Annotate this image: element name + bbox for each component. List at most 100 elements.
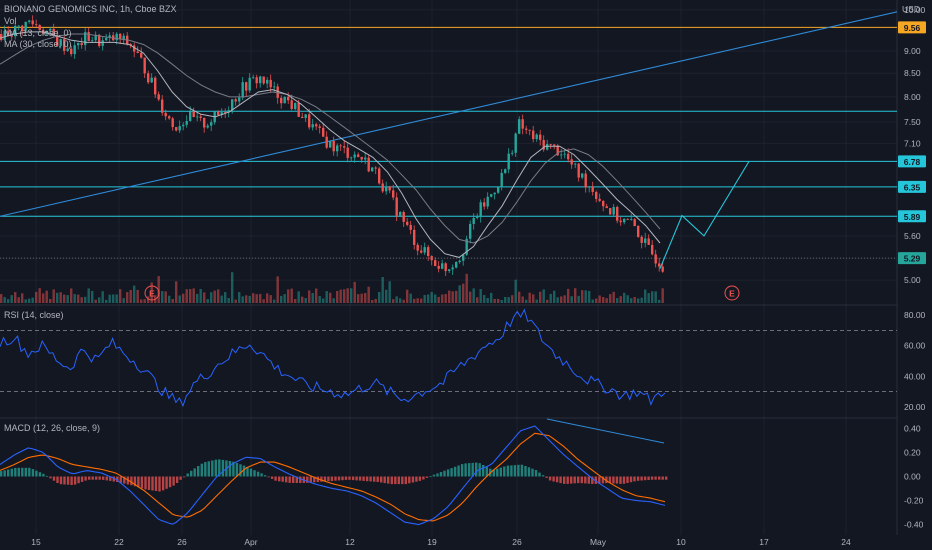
- candle-body: [273, 86, 276, 88]
- histogram-bar: [256, 471, 260, 477]
- trend-line[interactable]: [0, 11, 898, 217]
- candle-body: [87, 32, 90, 41]
- earnings-marker[interactable]: E: [724, 285, 740, 301]
- volume-bar: [164, 291, 167, 303]
- volume-bar: [161, 291, 164, 303]
- histogram-bar: [496, 468, 499, 477]
- candle-body: [633, 219, 636, 226]
- histogram-bar: [591, 476, 594, 484]
- histogram-bar: [77, 476, 80, 484]
- histogram-bar: [147, 476, 151, 490]
- candle-body: [105, 37, 108, 41]
- projection-path[interactable]: [659, 161, 750, 269]
- rsi-pane[interactable]: [0, 308, 897, 408]
- price-pane[interactable]: E E: [0, 11, 898, 303]
- candle-body: [227, 110, 230, 113]
- volume-bar: [462, 283, 465, 303]
- histogram-bar: [394, 476, 397, 485]
- price-axis-label: 7.10: [904, 138, 921, 148]
- histogram-bar: [629, 476, 633, 483]
- histogram-bar: [626, 476, 629, 483]
- volume-bar: [119, 289, 122, 303]
- candle-body: [161, 99, 164, 113]
- volume-bar: [378, 292, 381, 303]
- symbol-title: BIONANO GENOMICS INC, 1h, Cboe BZX: [4, 4, 177, 14]
- time-axis[interactable]: 15 22 26 Apr 12 19 26 May 10 17 24: [31, 537, 851, 547]
- histogram-bar: [619, 476, 622, 484]
- candle-body: [640, 236, 643, 243]
- time-axis-label: Apr: [244, 537, 257, 547]
- volume-bar: [416, 298, 419, 303]
- candle-body: [210, 122, 213, 126]
- candle-body: [318, 126, 321, 128]
- volume-bar: [640, 297, 643, 303]
- histogram-bar: [650, 476, 654, 480]
- histogram-bar: [647, 476, 650, 480]
- volume-bar: [227, 298, 230, 303]
- candle-body: [385, 186, 388, 192]
- candles: [0, 15, 664, 276]
- candle-body: [56, 35, 59, 46]
- candle-body: [276, 86, 279, 98]
- candle-body: [654, 254, 657, 264]
- volume-bar: [38, 288, 41, 303]
- candle-body: [136, 51, 139, 53]
- histogram-bar: [186, 473, 189, 477]
- candle-body: [584, 173, 587, 188]
- candle-body: [196, 116, 199, 118]
- candle-body: [500, 172, 503, 188]
- candle-body: [518, 119, 521, 134]
- earnings-marker[interactable]: E: [144, 285, 160, 301]
- histogram-bar: [292, 476, 295, 483]
- rsi-axis-label: 60.00: [904, 341, 926, 351]
- candle-body: [371, 167, 374, 172]
- histogram-bar: [503, 466, 506, 477]
- horizontal-levels[interactable]: [0, 26, 897, 217]
- candle-body: [238, 97, 241, 102]
- histogram-bar: [84, 476, 87, 481]
- volume-bar: [553, 290, 556, 303]
- histogram-bar: [112, 476, 115, 482]
- candle-body: [553, 144, 556, 146]
- histogram-bar: [327, 476, 330, 482]
- volume-bar: [483, 295, 486, 303]
- candle-body: [17, 25, 20, 27]
- earnings-label: E: [729, 289, 735, 299]
- macd-pane[interactable]: [0, 418, 668, 526]
- candle-body: [346, 147, 349, 158]
- candle-body: [626, 218, 629, 220]
- volume-bar: [63, 294, 66, 303]
- candle-body: [311, 124, 314, 128]
- divergence-line[interactable]: [546, 418, 665, 444]
- candle-body: [290, 100, 293, 109]
- volume-bar: [150, 282, 153, 303]
- candle-body: [45, 30, 48, 34]
- volume-bar: [472, 288, 475, 303]
- histogram-bar: [362, 476, 365, 481]
- candle-body: [588, 186, 591, 188]
- histogram-bar: [165, 476, 168, 489]
- histogram-bar: [45, 475, 49, 477]
- volume-bar: [304, 298, 307, 303]
- volume-bar: [98, 297, 101, 303]
- price-tag-label: 5.89: [904, 212, 921, 222]
- candle-body: [511, 152, 514, 154]
- histogram-bar: [485, 466, 488, 477]
- volume-bar: [367, 286, 370, 303]
- histogram-bar: [566, 476, 569, 484]
- histogram-bar: [144, 476, 147, 490]
- volume-bar: [392, 299, 395, 303]
- volume-bar: [175, 281, 178, 303]
- volume-bar: [112, 294, 115, 303]
- price-tag-bg: [898, 252, 926, 265]
- macd-legend: MACD (12, 26, close, 9): [4, 423, 100, 433]
- volume-bar: [115, 294, 118, 303]
- histogram-bar: [130, 476, 133, 486]
- histogram-bar: [95, 476, 98, 480]
- volume-bar: [353, 281, 356, 303]
- histogram-bar: [534, 470, 538, 477]
- price-axis[interactable]: 5.00 5.29 5.60 5.89 6.35 6.78 7.10 7.50 8.00 8.50…: [898, 5, 926, 530]
- histogram-bar: [299, 476, 302, 483]
- volume-bar: [248, 295, 251, 303]
